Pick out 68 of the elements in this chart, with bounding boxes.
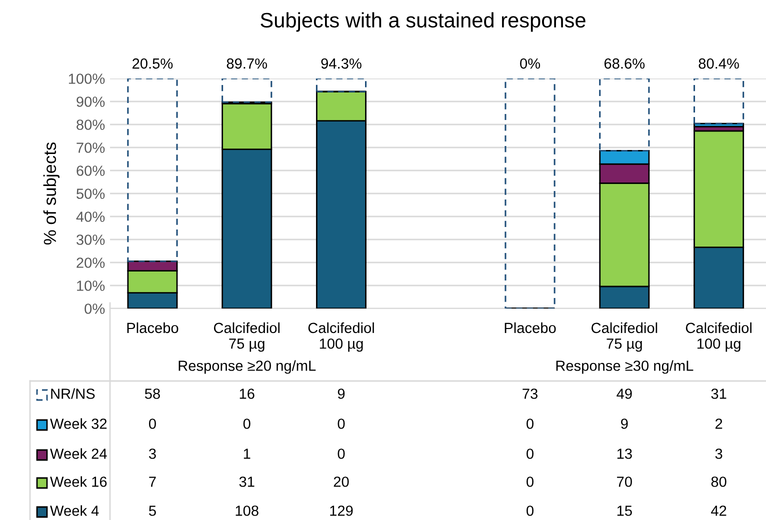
text: 0 xyxy=(338,448,345,459)
y-tick-label: 100% xyxy=(68,74,105,84)
x-tick-label: Calcifediol 75 µg xyxy=(592,322,658,352)
text: 80.4% xyxy=(698,58,739,69)
text: 20.5% xyxy=(132,58,173,69)
text: 15 xyxy=(617,506,632,516)
text: 0 xyxy=(338,418,345,429)
text: 13 xyxy=(617,448,632,459)
y-tick-label: 0% xyxy=(84,304,105,314)
text: 70 xyxy=(617,476,632,487)
text: 0 xyxy=(526,418,534,429)
text: 7 xyxy=(149,476,156,487)
legend-label: NR/NS xyxy=(51,388,95,399)
y-axis-title: % of subjects xyxy=(43,142,60,245)
bar xyxy=(127,78,178,262)
text: 49 xyxy=(616,388,632,399)
text: 2 xyxy=(715,418,722,429)
legend-label: Week 32 xyxy=(50,418,107,429)
x-tick-label: Calcifediol 75 µg xyxy=(214,322,280,352)
y-tick-label: 50% xyxy=(76,188,105,199)
legend-label: Week 4 xyxy=(50,505,99,516)
y-tick-label: 10% xyxy=(77,280,105,291)
bar xyxy=(694,78,744,124)
text: 9 xyxy=(621,418,628,429)
text: 16 xyxy=(240,388,254,399)
text: 0 xyxy=(148,418,156,429)
y-tick-label: 40% xyxy=(76,212,105,222)
text: 0% xyxy=(520,58,540,69)
text: 129 xyxy=(330,506,353,516)
legend-label: Week 16 xyxy=(50,476,107,487)
bar xyxy=(316,78,367,92)
text: 68.6% xyxy=(604,58,645,69)
text: 0 xyxy=(526,476,534,487)
text: 94.3% xyxy=(321,58,362,69)
x-tick-label: Calcifediol 100 µg xyxy=(686,322,752,352)
text: 31 xyxy=(711,388,726,399)
text: 20 xyxy=(334,476,349,487)
x-tick-label: Calcifediol 100 µg xyxy=(308,322,374,352)
text: Response ≥20 ng/mL xyxy=(178,360,316,374)
text: 42 xyxy=(711,506,726,516)
x-tick-label: Placebo xyxy=(504,322,556,334)
y-tick-label: 60% xyxy=(76,166,105,176)
y-tick-label: 20% xyxy=(76,258,105,268)
bar xyxy=(222,78,272,103)
text: 58 xyxy=(144,388,160,399)
x-tick-label: Placebo xyxy=(127,322,178,334)
text: 108 xyxy=(236,506,258,516)
text: 0 xyxy=(526,448,534,459)
text: Response ≥30 ng/mL xyxy=(556,360,694,374)
y-tick-label: 90% xyxy=(76,96,105,107)
y-tick-label: 80% xyxy=(76,120,105,130)
y-tick-label: 70% xyxy=(76,142,105,153)
text: 1 xyxy=(244,448,250,459)
legend-label: Week 24 xyxy=(50,448,107,459)
bar xyxy=(504,78,556,308)
text: 9 xyxy=(338,388,345,399)
text: 3 xyxy=(715,448,722,459)
text: 31 xyxy=(239,476,254,487)
text: 80 xyxy=(711,476,726,487)
text: 73 xyxy=(522,388,538,399)
text: 5 xyxy=(149,506,156,516)
text: 0 xyxy=(526,506,534,516)
text: 0 xyxy=(243,418,250,429)
y-tick-label: 30% xyxy=(76,234,105,245)
text: 3 xyxy=(148,448,156,459)
chart-title: Subjects with a sustained response xyxy=(260,12,586,32)
text: 89.7% xyxy=(226,58,268,69)
bar xyxy=(599,78,650,152)
